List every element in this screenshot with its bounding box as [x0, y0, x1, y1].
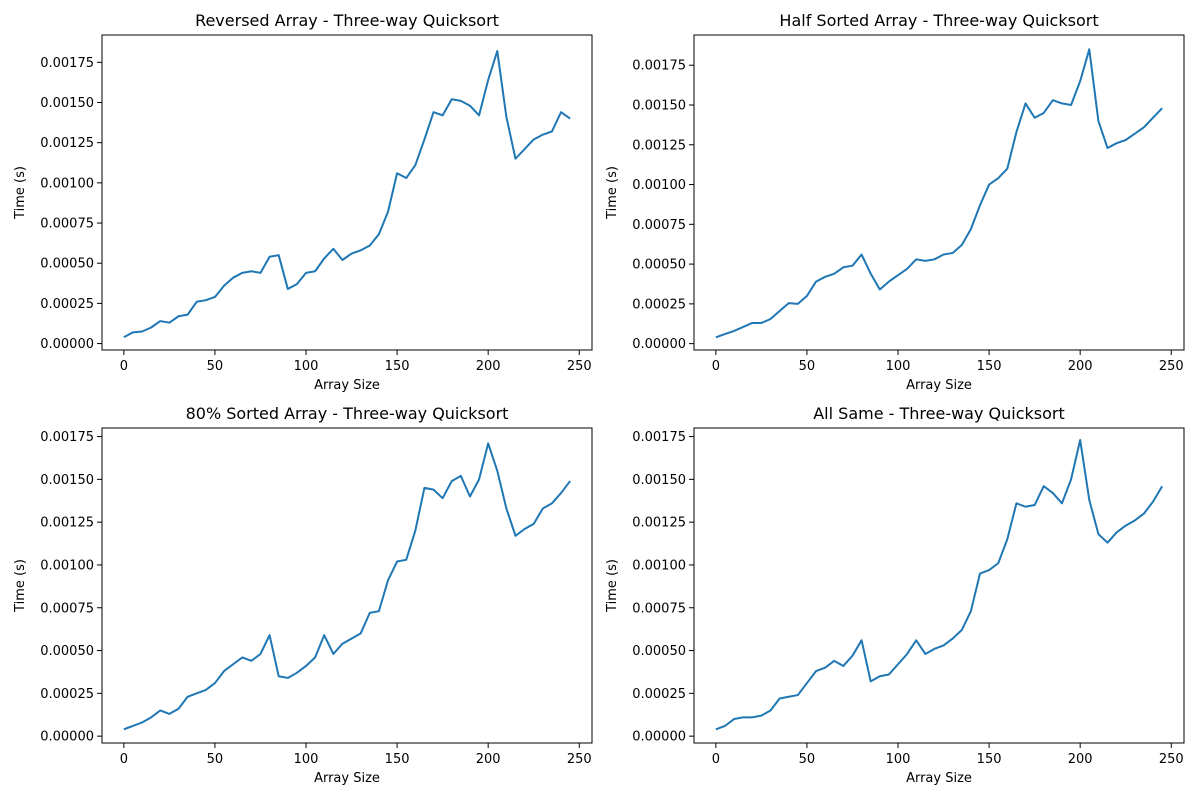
y-tick-label: 0.00075	[632, 218, 686, 233]
x-tick-label: 250	[1159, 752, 1184, 767]
y-tick-label: 0.00175	[40, 430, 94, 445]
x-tick-label: 100	[294, 359, 319, 374]
x-tick-label: 150	[385, 359, 410, 374]
x-tick-label: 150	[977, 752, 1002, 767]
y-tick-label: 0.00050	[632, 644, 686, 659]
x-axis-label: Array Size	[314, 771, 380, 786]
x-tick-label: 200	[1068, 359, 1093, 374]
series-line	[123, 442, 571, 731]
x-axis-label: Array Size	[906, 771, 972, 786]
y-axis-label: Time (s)	[605, 166, 620, 220]
x-tick-label: 50	[207, 752, 224, 767]
x-tick-label: 250	[567, 359, 592, 374]
chart-title: All Same - Three-way Quicksort	[813, 404, 1065, 423]
y-tick-label: 0.00150	[40, 473, 94, 488]
x-axis-label: Array Size	[314, 378, 380, 393]
series-line	[715, 48, 1163, 339]
y-tick-label: 0.00175	[632, 430, 686, 445]
x-tick-label: 100	[886, 359, 911, 374]
x-tick-label: 0	[120, 752, 128, 767]
y-tick-label: 0.00125	[40, 516, 94, 531]
y-tick-label: 0.00175	[40, 56, 94, 71]
y-tick-label: 0.00025	[632, 297, 686, 312]
x-tick-label: 100	[886, 752, 911, 767]
axes-frame	[693, 427, 1185, 744]
chart-panel-1: 0 50 100 150 200 250 0.00000 0.00025 0.00050 0.00…	[13, 11, 593, 393]
x-axis-label: Array Size	[906, 378, 972, 393]
x-tick-label: 150	[977, 359, 1002, 374]
y-tick-label: 0.00125	[40, 136, 94, 151]
y-tick-label: 0.00000	[632, 337, 686, 352]
y-tick-label: 0.00175	[632, 59, 686, 74]
x-tick-label: 250	[567, 752, 592, 767]
x-tick-label: 0	[712, 359, 720, 374]
y-tick-label: 0.00050	[632, 258, 686, 273]
y-axis-label: Time (s)	[13, 166, 28, 220]
y-tick-label: 0.00075	[40, 217, 94, 232]
y-tick-label: 0.00050	[40, 644, 94, 659]
x-tick-label: 50	[799, 752, 816, 767]
y-tick-label: 0.00125	[632, 138, 686, 153]
y-tick-label: 0.00150	[632, 473, 686, 488]
y-tick-label: 0.00025	[632, 687, 686, 702]
x-tick-label: 200	[476, 752, 501, 767]
y-tick-label: 0.00100	[632, 178, 686, 193]
y-tick-label: 0.00050	[40, 257, 94, 272]
x-tick-label: 100	[294, 752, 319, 767]
y-tick-label: 0.00000	[40, 337, 94, 352]
series-line	[123, 50, 571, 339]
x-tick-label: 150	[385, 752, 410, 767]
axes-frame	[693, 34, 1185, 351]
y-tick-label: 0.00100	[40, 176, 94, 191]
y-axis-label: Time (s)	[13, 559, 28, 613]
axes-frame	[101, 427, 593, 744]
x-tick-label: 200	[1068, 752, 1093, 767]
x-tick-label: 50	[799, 359, 816, 374]
y-tick-label: 0.00100	[40, 558, 94, 573]
chart-title: Reversed Array - Three-way Quicksort	[195, 11, 499, 30]
y-axis-label: Time (s)	[605, 559, 620, 613]
y-tick-label: 0.00075	[632, 601, 686, 616]
chart-title: 80% Sorted Array - Three-way Quicksort	[186, 404, 509, 423]
y-tick-label: 0.00025	[40, 687, 94, 702]
chart-panel-2: 0 50 100 150 200 250 0.00000 0.00025 0.00050 0.00…	[605, 11, 1185, 393]
series-line	[715, 438, 1164, 731]
y-tick-label: 0.00000	[632, 730, 686, 745]
chart-panel-3: 0 50 100 150 200 250 0.00000 0.00025 0.00050 0.00…	[13, 404, 593, 786]
x-tick-label: 0	[712, 752, 720, 767]
chart-title: Half Sorted Array - Three-way Quicksort	[779, 11, 1098, 30]
y-tick-label: 0.00000	[40, 730, 94, 745]
chart-panel-4: 0 50 100 150 200 250 0.00000 0.00025 0.00050 0.00…	[605, 404, 1185, 786]
x-tick-label: 50	[207, 359, 224, 374]
x-tick-label: 200	[476, 359, 501, 374]
y-tick-label: 0.00125	[632, 516, 686, 531]
y-tick-label: 0.00150	[632, 99, 686, 114]
x-tick-label: 250	[1159, 359, 1184, 374]
y-tick-label: 0.00100	[632, 558, 686, 573]
axes-frame	[101, 34, 593, 351]
y-tick-label: 0.00025	[40, 297, 94, 312]
x-tick-label: 0	[120, 359, 128, 374]
y-tick-label: 0.00150	[40, 96, 94, 111]
y-tick-label: 0.00075	[40, 601, 94, 616]
